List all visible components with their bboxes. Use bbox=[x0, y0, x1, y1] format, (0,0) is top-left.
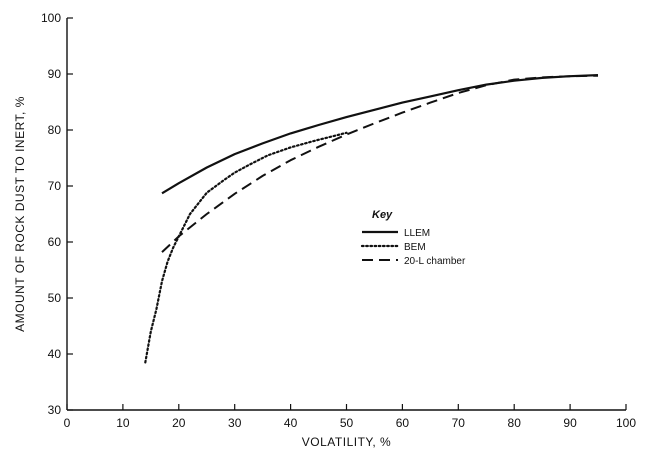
legend-label: LLEM bbox=[404, 228, 430, 239]
y-axis-label: AMOUNT OF ROCK DUST TO INERT, % bbox=[13, 96, 27, 332]
legend-label: 20-L chamber bbox=[404, 256, 466, 267]
x-tick-label: 70 bbox=[452, 416, 466, 430]
y-tick-label: 30 bbox=[48, 403, 62, 417]
series-line-bem bbox=[144, 131, 348, 364]
series-line-20-l-chamber bbox=[161, 74, 599, 253]
series-line-llem bbox=[161, 74, 599, 195]
x-tick-label: 60 bbox=[396, 416, 410, 430]
x-tick-label: 80 bbox=[508, 416, 522, 430]
y-tick-label: 60 bbox=[48, 235, 62, 249]
x-tick-label: 0 bbox=[64, 416, 71, 430]
y-tick-label: 100 bbox=[41, 11, 61, 25]
legend-title: Key bbox=[372, 209, 393, 221]
y-tick-label: 50 bbox=[48, 291, 62, 305]
x-tick-label: 20 bbox=[172, 416, 186, 430]
y-tick-label: 70 bbox=[48, 179, 62, 193]
x-tick-label: 30 bbox=[228, 416, 242, 430]
x-tick-label: 50 bbox=[340, 416, 354, 430]
y-tick-label: 80 bbox=[48, 123, 62, 137]
y-tick-label: 90 bbox=[48, 67, 62, 81]
y-tick-label: 40 bbox=[48, 347, 62, 361]
x-tick-label: 90 bbox=[563, 416, 577, 430]
series-layer bbox=[144, 74, 599, 364]
x-tick-label: 100 bbox=[616, 416, 636, 430]
legend: Key LLEM BEM 20-L chamber bbox=[360, 209, 466, 267]
x-tick-label: 10 bbox=[116, 416, 130, 430]
x-tick-label: 40 bbox=[284, 416, 298, 430]
axes: 0 10 20 30 40 50 60 70 80 90 100 30 40 50 60 70 80 90 100 V… bbox=[13, 11, 636, 449]
x-axis-label: VOLATILITY, % bbox=[302, 435, 391, 449]
legend-label: BEM bbox=[404, 242, 426, 253]
